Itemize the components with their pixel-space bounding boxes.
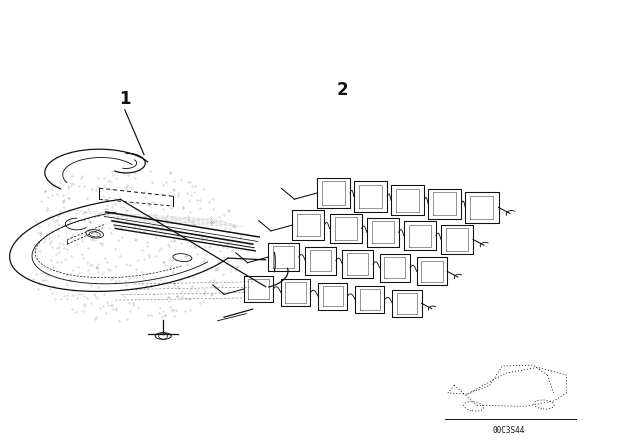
Text: 2: 2 <box>337 81 348 99</box>
Text: 00C3S44: 00C3S44 <box>493 426 525 435</box>
Text: 1: 1 <box>119 90 131 108</box>
